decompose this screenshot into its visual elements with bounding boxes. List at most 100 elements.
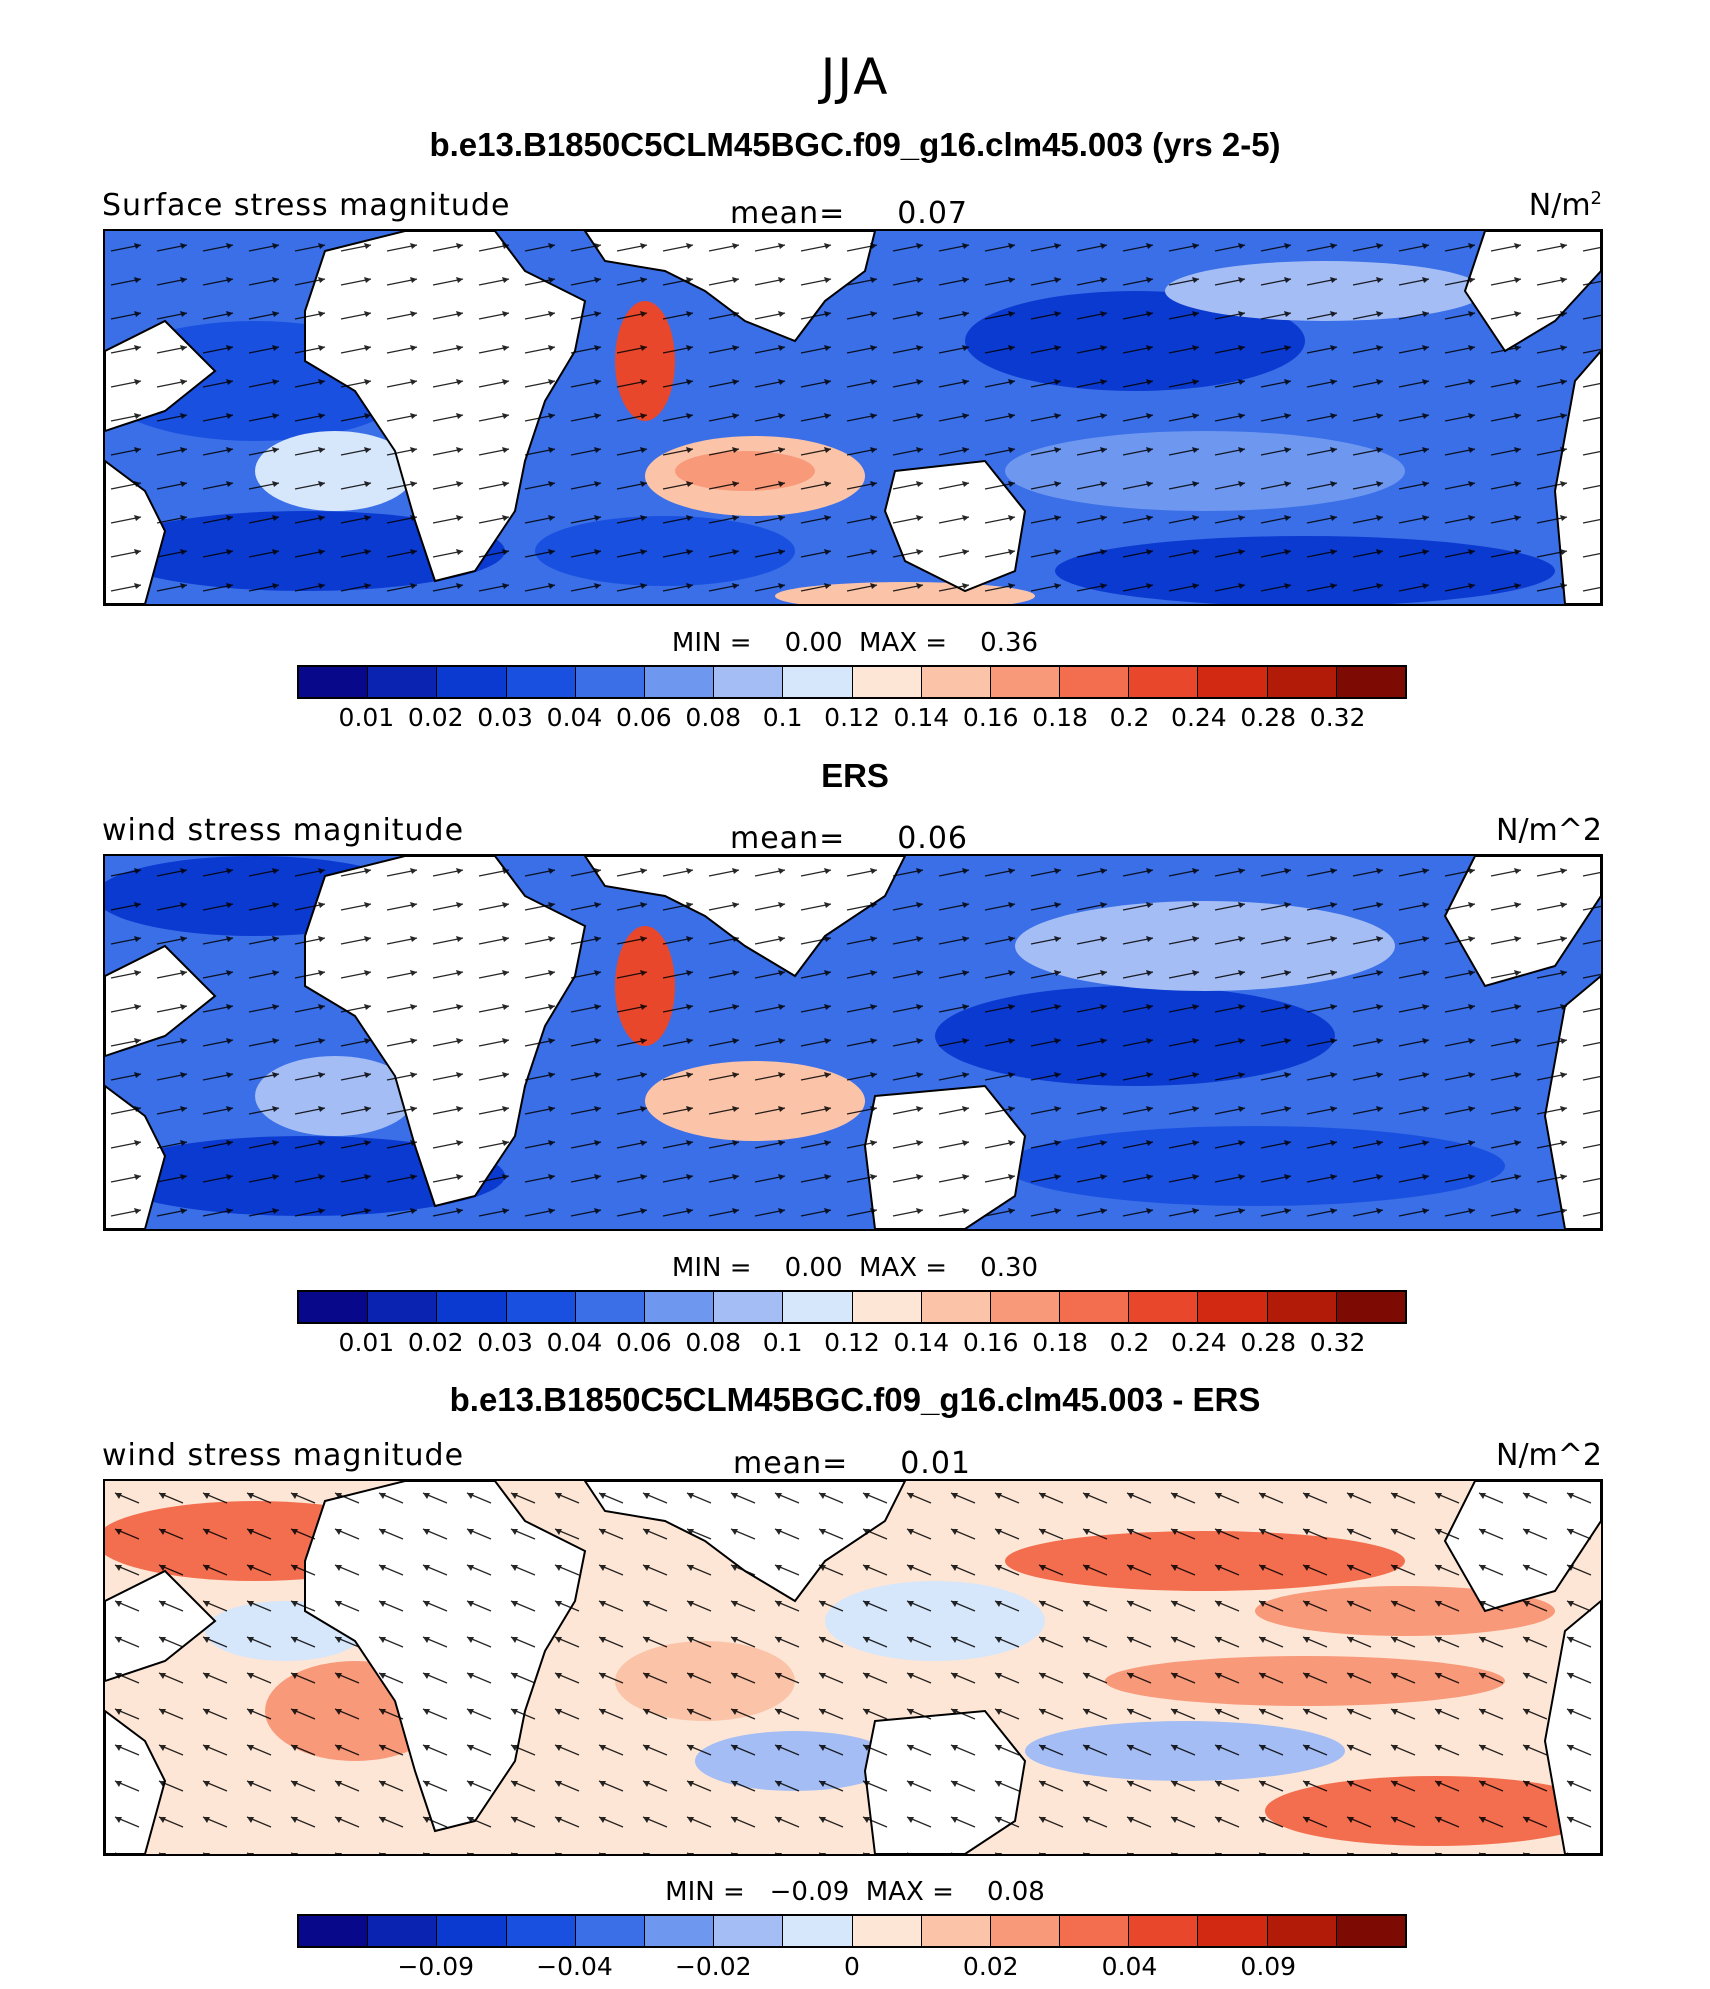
colorbar-swatch bbox=[368, 667, 438, 697]
colorbar-tick-label: −0.02 bbox=[674, 1952, 752, 1981]
colorbar-tick-label: 0.32 bbox=[1309, 1328, 1366, 1357]
colorbar-tick-label: 0.2 bbox=[1109, 1328, 1150, 1357]
colorbar-tick-label: 0.04 bbox=[546, 703, 603, 732]
panel-3-colorbar-ticks: −0.09 −0.04 −0.02 0 0.02 0.04 0.09 bbox=[297, 1952, 1407, 1982]
colorbar-swatch bbox=[575, 1916, 645, 1946]
colorbar-swatch bbox=[437, 1916, 507, 1946]
colorbar-swatch bbox=[368, 1292, 438, 1322]
colorbar-swatch bbox=[506, 1916, 576, 1946]
panel-3-minmax: MIN = −0.09 MAX = 0.08 bbox=[665, 1877, 1045, 1907]
panel-2-variable-label: wind stress magnitude bbox=[102, 813, 465, 848]
colorbar-swatch bbox=[506, 667, 576, 697]
panel-3-mean: mean= 0.01 bbox=[733, 1446, 972, 1481]
colorbar-swatch bbox=[1129, 1292, 1199, 1322]
colorbar-tick-label: 0.06 bbox=[616, 1328, 672, 1357]
colorbar-swatch bbox=[783, 1292, 853, 1322]
panel-3-units: N/m^2 bbox=[1496, 1438, 1602, 1473]
colorbar-tick-label: 0.16 bbox=[962, 1328, 1019, 1357]
colorbar-swatch bbox=[506, 1292, 576, 1322]
colorbar-tick-label: 0.01 bbox=[338, 1328, 395, 1357]
panel-1-map bbox=[103, 229, 1603, 606]
colorbar-tick-label: 0.28 bbox=[1240, 1328, 1297, 1357]
colorbar-swatch bbox=[644, 1916, 715, 1946]
panel-2-mean: mean= 0.06 bbox=[730, 821, 969, 856]
colorbar-tick-label: −0.09 bbox=[397, 1952, 475, 1981]
colorbar-tick-label: 0 bbox=[844, 1952, 860, 1981]
colorbar-tick-label: 0.04 bbox=[1101, 1952, 1158, 1981]
panel-2-minmax: MIN = 0.00 MAX = 0.30 bbox=[671, 1253, 1039, 1283]
colorbar-swatch bbox=[368, 1916, 438, 1946]
panel-2-title: ERS bbox=[821, 757, 889, 794]
panel-1-mean: mean= 0.07 bbox=[730, 196, 969, 231]
colorbar-swatch bbox=[921, 1292, 991, 1322]
colorbar-tick-label: 0.12 bbox=[824, 1328, 880, 1357]
colorbar-swatch bbox=[575, 1292, 645, 1322]
panel-1-colorbar-ticks: 0.01 0.02 0.03 0.04 0.06 0.08 0.1 0.12 0.14 0.16 0… bbox=[297, 703, 1407, 733]
colorbar-tick-label: −0.04 bbox=[536, 1952, 613, 1981]
panel-3-colorbar bbox=[297, 1914, 1407, 1948]
colorbar-swatch bbox=[1060, 1292, 1130, 1322]
panel-2-colorbar bbox=[297, 1290, 1407, 1324]
colorbar-tick-label: 0.14 bbox=[893, 703, 950, 732]
colorbar-swatch bbox=[1267, 667, 1337, 697]
colorbar-swatch bbox=[644, 1292, 715, 1322]
colorbar-tick-label: 0.18 bbox=[1032, 703, 1088, 732]
colorbar-swatch bbox=[1198, 1292, 1268, 1322]
colorbar-swatch bbox=[1267, 1292, 1337, 1322]
colorbar-swatch bbox=[714, 1292, 784, 1322]
panel-2-units: N/m^2 bbox=[1496, 813, 1602, 848]
colorbar-swatch bbox=[437, 667, 507, 697]
colorbar-swatch bbox=[644, 667, 715, 697]
colorbar-tick-label: 0.24 bbox=[1171, 703, 1227, 732]
colorbar-swatch bbox=[299, 1292, 369, 1322]
panel-1-map-svg bbox=[105, 231, 1601, 604]
colorbar-swatch bbox=[1198, 667, 1268, 697]
colorbar-tick-label: 0.28 bbox=[1240, 703, 1297, 732]
colorbar-tick-label: 0.03 bbox=[477, 1328, 533, 1357]
colorbar-swatch bbox=[1336, 1292, 1405, 1322]
colorbar-tick-label: 0.01 bbox=[338, 703, 395, 732]
colorbar-tick-label: 0.1 bbox=[762, 703, 803, 732]
colorbar-swatch bbox=[1336, 667, 1405, 697]
colorbar-swatch bbox=[1129, 667, 1199, 697]
panel-1-colorbar bbox=[297, 665, 1407, 699]
panel-1-variable-label: Surface stress magnitude bbox=[102, 188, 511, 223]
colorbar-tick-label: 0.14 bbox=[893, 1328, 950, 1357]
colorbar-swatch bbox=[714, 667, 784, 697]
colorbar-tick-label: 0.02 bbox=[407, 1328, 464, 1357]
colorbar-swatch bbox=[852, 1916, 922, 1946]
colorbar-swatch bbox=[1060, 667, 1130, 697]
colorbar-swatch bbox=[783, 667, 853, 697]
colorbar-swatch bbox=[852, 1292, 922, 1322]
panel-3-map bbox=[103, 1479, 1603, 1856]
colorbar-tick-label: 0.18 bbox=[1032, 1328, 1088, 1357]
panel-2-map bbox=[103, 854, 1603, 1231]
panel-3-title: b.e13.B1850C5CLM45BGC.f09_g16.clm45.003 … bbox=[449, 1381, 1261, 1418]
colorbar-swatch bbox=[1267, 1916, 1337, 1946]
colorbar-swatch bbox=[1060, 1916, 1130, 1946]
panel-1-minmax: MIN = 0.00 MAX = 0.36 bbox=[671, 628, 1039, 658]
colorbar-swatch bbox=[852, 667, 922, 697]
colorbar-tick-label: 0.08 bbox=[685, 1328, 742, 1357]
colorbar-tick-label: 0.12 bbox=[824, 703, 880, 732]
colorbar-swatch bbox=[1336, 1916, 1405, 1946]
colorbar-swatch bbox=[575, 667, 645, 697]
panel-3-map-svg bbox=[105, 1481, 1601, 1854]
panel-2-map-svg bbox=[105, 856, 1601, 1229]
colorbar-tick-label: 0.08 bbox=[685, 703, 742, 732]
colorbar-tick-label: 0.16 bbox=[962, 703, 1019, 732]
colorbar-tick-label: 0.1 bbox=[762, 1328, 803, 1357]
colorbar-swatch bbox=[1129, 1916, 1199, 1946]
colorbar-tick-label: 0.04 bbox=[546, 1328, 603, 1357]
colorbar-tick-label: 0.02 bbox=[962, 1952, 1019, 1981]
colorbar-tick-label: 0.03 bbox=[477, 703, 533, 732]
season-title: JJA bbox=[820, 48, 890, 106]
colorbar-swatch bbox=[783, 1916, 853, 1946]
colorbar-tick-label: 0.02 bbox=[407, 703, 464, 732]
panel-1-title: b.e13.B1850C5CLM45BGC.f09_g16.clm45.003 … bbox=[429, 126, 1281, 163]
panel-1-units: N/m2 bbox=[1528, 188, 1602, 223]
colorbar-tick-label: 0.06 bbox=[616, 703, 672, 732]
colorbar-swatch bbox=[990, 667, 1061, 697]
colorbar-tick-label: 0.24 bbox=[1171, 1328, 1227, 1357]
colorbar-swatch bbox=[714, 1916, 784, 1946]
